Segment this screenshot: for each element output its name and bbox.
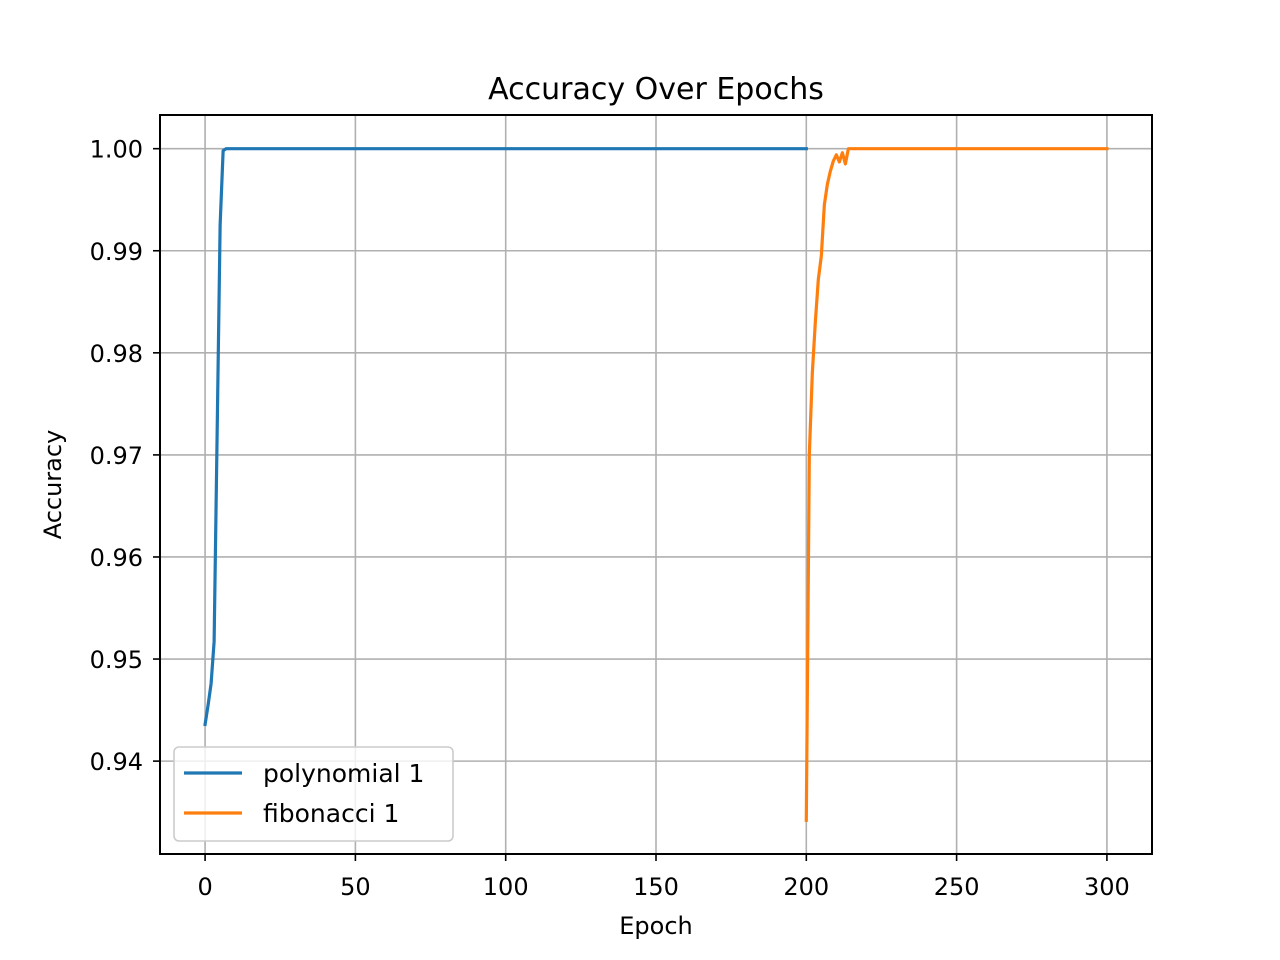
y-tick-label: 0.98 — [90, 340, 143, 368]
x-tick-label: 150 — [633, 873, 679, 901]
series-line-0 — [203, 147, 808, 727]
y-tick-label: 0.96 — [90, 544, 143, 572]
x-tick-label: 50 — [340, 873, 371, 901]
axis-ticks: 0 50 100 150 200 250 300 0.94 0.95 0.96 0.97 0.98 0.… — [90, 136, 1130, 901]
x-axis-label: Epoch — [619, 912, 693, 940]
y-tick-label: 0.95 — [90, 646, 143, 674]
series-line-1 — [804, 147, 1109, 822]
chart-title: Accuracy Over Epochs — [488, 72, 824, 107]
legend-label: fibonacci 1 — [263, 799, 399, 828]
plot-area — [203, 147, 1109, 822]
y-tick-label: 1.00 — [90, 136, 143, 164]
legend-label: polynomial 1 — [263, 759, 424, 788]
y-tick-label: 0.94 — [90, 748, 143, 776]
x-tick-label: 0 — [197, 873, 212, 901]
x-tick-label: 300 — [1084, 873, 1130, 901]
legend-box — [173, 746, 454, 842]
y-axis-label: Accuracy — [39, 430, 67, 540]
x-tick-label: 200 — [783, 873, 829, 901]
y-tick-label: 0.99 — [90, 238, 143, 266]
x-tick-label: 250 — [934, 873, 980, 901]
y-tick-label: 0.97 — [90, 442, 143, 470]
x-tick-label: 100 — [483, 873, 529, 901]
legend: polynomial 1 fibonacci 1 — [173, 746, 454, 842]
